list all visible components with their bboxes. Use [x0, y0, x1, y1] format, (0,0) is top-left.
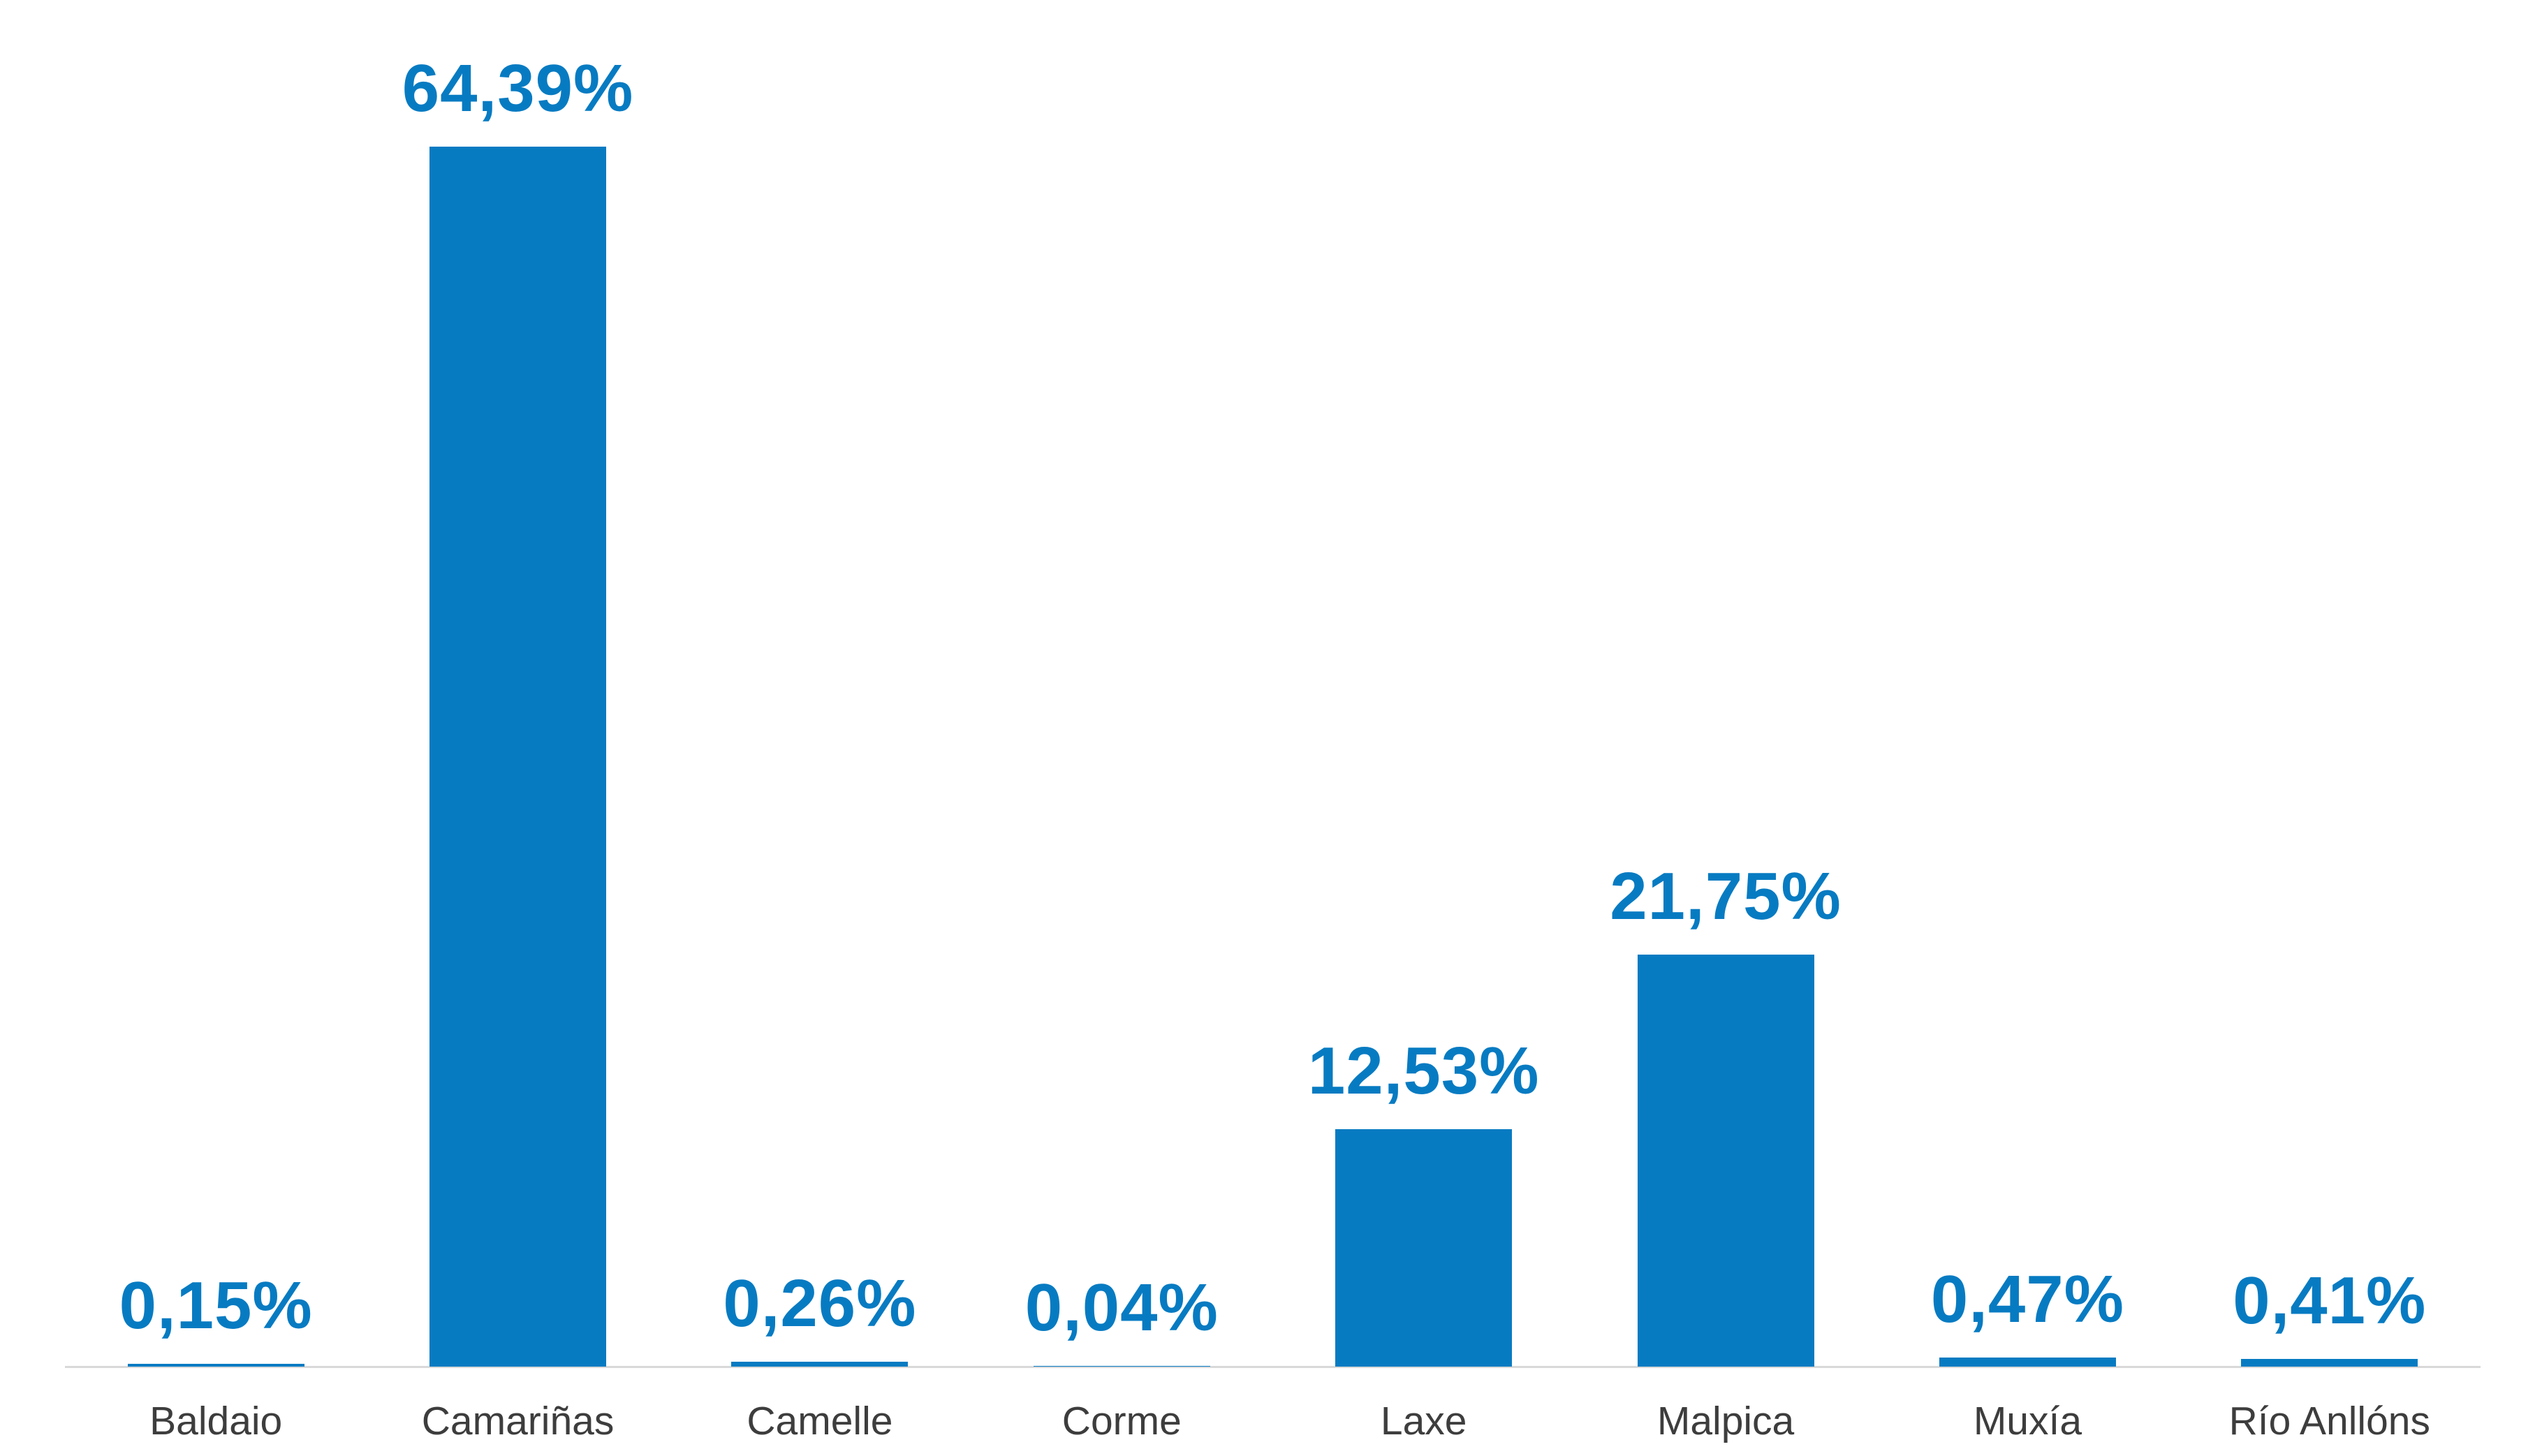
x-axis-category-label: Laxe: [1380, 1398, 1467, 1443]
x-axis-line: [65, 1366, 2481, 1368]
bar-column: 0,47%: [1876, 1262, 2178, 1367]
bar: [429, 147, 607, 1367]
bar: [2241, 1359, 2418, 1367]
x-axis-category-label: Camariñas: [421, 1398, 615, 1443]
bar-column: 12,53%: [1273, 1036, 1575, 1367]
bar-value-label: 0,41%: [2233, 1263, 2427, 1339]
bar-column: 0,41%: [2179, 1263, 2481, 1367]
bar-column: 64,39%: [367, 51, 668, 1367]
bar-value-label: 0,47%: [1930, 1262, 2125, 1337]
x-axis-category-label: Malpica: [1656, 1398, 1795, 1443]
bar-column: 0,15%: [65, 1268, 367, 1367]
bar-value-label: 12,53%: [1307, 1034, 1540, 1109]
bar: [1637, 955, 1814, 1367]
bar-value-label: 21,75%: [1610, 859, 1842, 934]
x-axis-category-label: Corme: [1061, 1398, 1182, 1443]
bar-value-label: 0,26%: [723, 1266, 917, 1341]
bar: [731, 1362, 909, 1367]
bar: [1939, 1358, 2116, 1367]
bar-value-label: 0,15%: [119, 1268, 313, 1344]
bar-column: 0,04%: [971, 1270, 1272, 1367]
x-axis-category-label: Camelle: [747, 1398, 893, 1443]
bar-value-label: 64,39%: [402, 51, 634, 126]
x-axis-category-label: Río Anllóns: [2228, 1398, 2430, 1443]
bar-column: 0,26%: [669, 1266, 971, 1367]
x-axis-category-label: Muxía: [1973, 1398, 2082, 1443]
plot-area: 0,15% Baldaio 64,39% Camariñas 0,26% Cam…: [65, 0, 2481, 1456]
bar: [1335, 1129, 1513, 1367]
bar: [127, 1364, 304, 1367]
bar-column: 21,75%: [1575, 859, 1876, 1367]
x-axis-category-label: Baldaio: [149, 1398, 283, 1443]
bar-value-label: 0,04%: [1024, 1270, 1219, 1346]
bar: [1033, 1366, 1210, 1367]
